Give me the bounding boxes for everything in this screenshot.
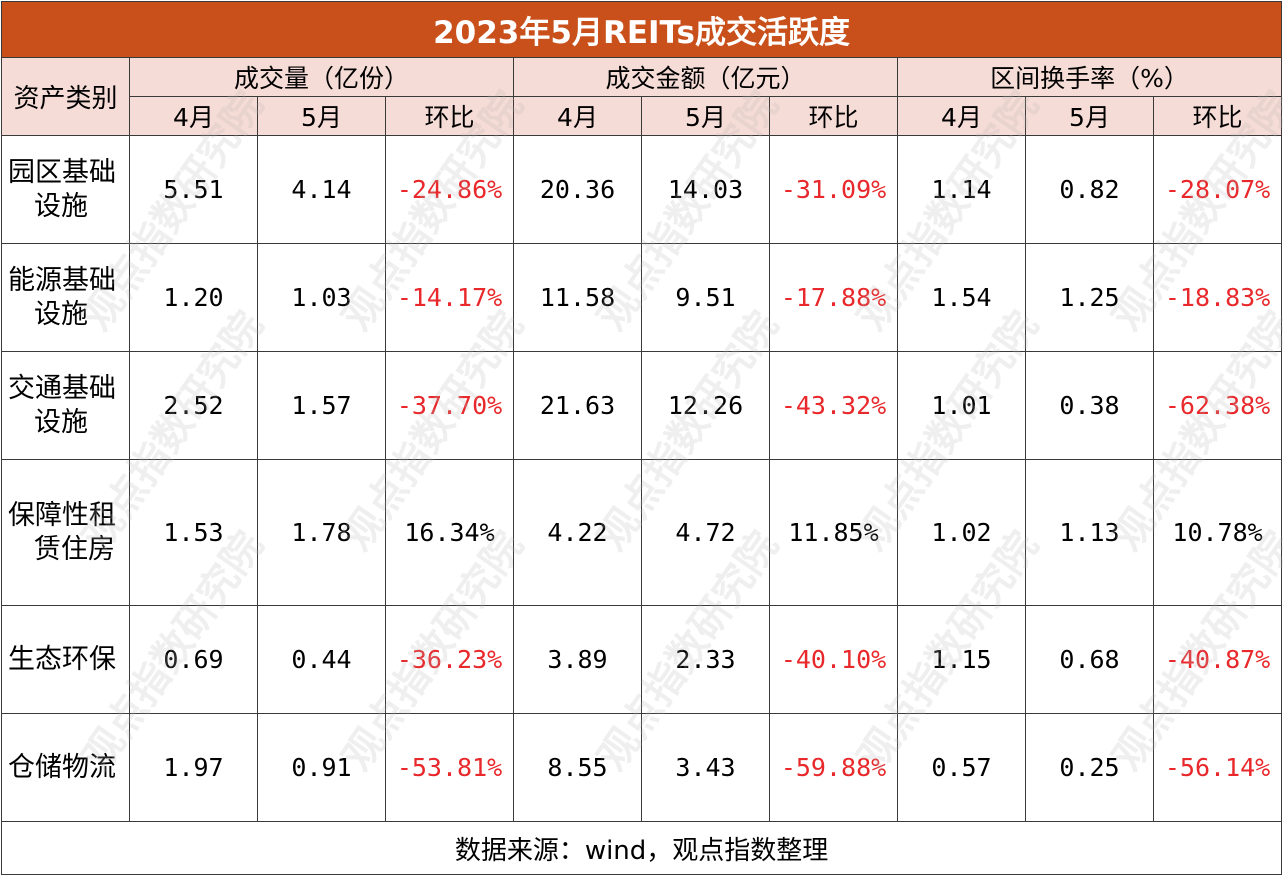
sub-header-mom: 环比 bbox=[385, 96, 514, 136]
sub-header-may: 5月 bbox=[1025, 96, 1154, 136]
row-category-line2: 设施 bbox=[34, 190, 88, 222]
mom-change-cell: -37.70% bbox=[385, 351, 514, 460]
row-category-line2: 赁住房 bbox=[34, 533, 115, 565]
row-category-line1: 能源基础 bbox=[8, 264, 116, 296]
mom-change-cell: -17.88% bbox=[769, 243, 898, 352]
mom-change-cell: 11.85% bbox=[769, 459, 898, 606]
mom-change-cell: -14.17% bbox=[385, 243, 514, 352]
table-row: 保障性租 赁住房 1.53 1.78 16.34% 4.22 4.72 11.85% 1.02 1… bbox=[1, 459, 1283, 606]
table-row: 交通基础 设施 2.52 1.57 -37.70% 21.63 12.26 -43.32% 1.… bbox=[1, 351, 1283, 460]
row-category-line2: 设施 bbox=[34, 406, 88, 438]
value-cell: 1.20 bbox=[129, 243, 258, 352]
value-cell: 0.91 bbox=[257, 713, 386, 822]
value-cell: 0.38 bbox=[1025, 351, 1154, 460]
value-cell: 1.53 bbox=[129, 459, 258, 606]
table-title: 2023年5月REITs成交活跃度 bbox=[0, 1, 1283, 58]
table-row: 生态环保 0.69 0.44 -36.23% 3.89 2.33 -40.10% 1.15 0.… bbox=[1, 605, 1283, 714]
value-cell: 21.63 bbox=[513, 351, 642, 460]
mom-change-cell: -28.07% bbox=[1152, 135, 1283, 244]
source-footer: 数据来源：wind，观点指数整理 bbox=[0, 821, 1283, 875]
mom-change-cell: -40.10% bbox=[769, 605, 898, 714]
value-cell: 2.33 bbox=[641, 605, 770, 714]
row-category-label: 能源基础 设施 bbox=[1, 243, 130, 352]
value-cell: 1.13 bbox=[1025, 459, 1154, 606]
category-header: 资产类别 bbox=[1, 57, 130, 136]
mom-change-cell: -62.38% bbox=[1152, 351, 1283, 460]
value-cell: 14.03 bbox=[641, 135, 770, 244]
value-cell: 0.57 bbox=[897, 713, 1026, 822]
sub-header-april: 4月 bbox=[129, 96, 258, 136]
value-cell: 2.52 bbox=[129, 351, 258, 460]
value-cell: 3.89 bbox=[513, 605, 642, 714]
value-cell: 0.69 bbox=[129, 605, 258, 714]
mom-change-cell: -56.14% bbox=[1152, 713, 1283, 822]
value-cell: 0.68 bbox=[1025, 605, 1154, 714]
mom-change-cell: -31.09% bbox=[769, 135, 898, 244]
row-category-line1: 仓储物流 bbox=[8, 751, 116, 783]
value-cell: 1.97 bbox=[129, 713, 258, 822]
row-category-line1: 生态环保 bbox=[8, 643, 116, 675]
sub-header-mom: 环比 bbox=[769, 96, 898, 136]
value-cell: 1.14 bbox=[897, 135, 1026, 244]
row-category-line2: 设施 bbox=[34, 298, 88, 330]
table-row: 能源基础 设施 1.20 1.03 -14.17% 11.58 9.51 -17.88% 1.5… bbox=[1, 243, 1283, 352]
sub-header-april: 4月 bbox=[897, 96, 1026, 136]
value-cell: 4.22 bbox=[513, 459, 642, 606]
value-cell: 1.15 bbox=[897, 605, 1026, 714]
mom-change-cell: 10.78% bbox=[1152, 459, 1283, 606]
sub-header-april: 4月 bbox=[513, 96, 642, 136]
amount-group-header: 成交金额（亿元） bbox=[513, 57, 898, 97]
table-row: 仓储物流 1.97 0.91 -53.81% 8.55 3.43 -59.88% 0.57 0.… bbox=[1, 713, 1283, 822]
row-category-label: 园区基础 设施 bbox=[1, 135, 130, 244]
value-cell: 1.57 bbox=[257, 351, 386, 460]
value-cell: 4.14 bbox=[257, 135, 386, 244]
sub-header-may: 5月 bbox=[257, 96, 386, 136]
value-cell: 0.82 bbox=[1025, 135, 1154, 244]
sub-header-mom: 环比 bbox=[1152, 96, 1283, 136]
row-category-line1: 保障性租 bbox=[8, 499, 116, 531]
volume-group-header: 成交量（亿份） bbox=[129, 57, 514, 97]
row-category-line1: 园区基础 bbox=[8, 156, 116, 188]
value-cell: 0.44 bbox=[257, 605, 386, 714]
value-cell: 11.58 bbox=[513, 243, 642, 352]
value-cell: 0.25 bbox=[1025, 713, 1154, 822]
value-cell: 12.26 bbox=[641, 351, 770, 460]
value-cell: 3.43 bbox=[641, 713, 770, 822]
row-category-label: 保障性租 赁住房 bbox=[1, 459, 130, 606]
mom-change-cell: -53.81% bbox=[385, 713, 514, 822]
value-cell: 20.36 bbox=[513, 135, 642, 244]
mom-change-cell: 16.34% bbox=[385, 459, 514, 606]
mom-change-cell: -59.88% bbox=[769, 713, 898, 822]
value-cell: 9.51 bbox=[641, 243, 770, 352]
value-cell: 1.01 bbox=[897, 351, 1026, 460]
mom-change-cell: -43.32% bbox=[769, 351, 898, 460]
value-cell: 5.51 bbox=[129, 135, 258, 244]
value-cell: 4.72 bbox=[641, 459, 770, 606]
mom-change-cell: -24.86% bbox=[385, 135, 514, 244]
row-category-line1: 交通基础 bbox=[8, 372, 116, 404]
value-cell: 8.55 bbox=[513, 713, 642, 822]
value-cell: 1.03 bbox=[257, 243, 386, 352]
value-cell: 1.25 bbox=[1025, 243, 1154, 352]
row-category-label: 交通基础 设施 bbox=[1, 351, 130, 460]
mom-change-cell: -40.87% bbox=[1152, 605, 1283, 714]
value-cell: 1.02 bbox=[897, 459, 1026, 606]
mom-change-cell: -36.23% bbox=[385, 605, 514, 714]
mom-change-cell: -18.83% bbox=[1152, 243, 1283, 352]
turnover-group-header: 区间换手率（%） bbox=[896, 57, 1283, 97]
row-category-label: 仓储物流 bbox=[1, 713, 130, 822]
value-cell: 1.78 bbox=[257, 459, 386, 606]
sub-header-may: 5月 bbox=[641, 96, 770, 136]
table-row: 园区基础 设施 5.51 4.14 -24.86% 20.36 14.03 -31.09% 1.… bbox=[1, 135, 1283, 244]
value-cell: 1.54 bbox=[897, 243, 1026, 352]
row-category-label: 生态环保 bbox=[1, 605, 130, 714]
